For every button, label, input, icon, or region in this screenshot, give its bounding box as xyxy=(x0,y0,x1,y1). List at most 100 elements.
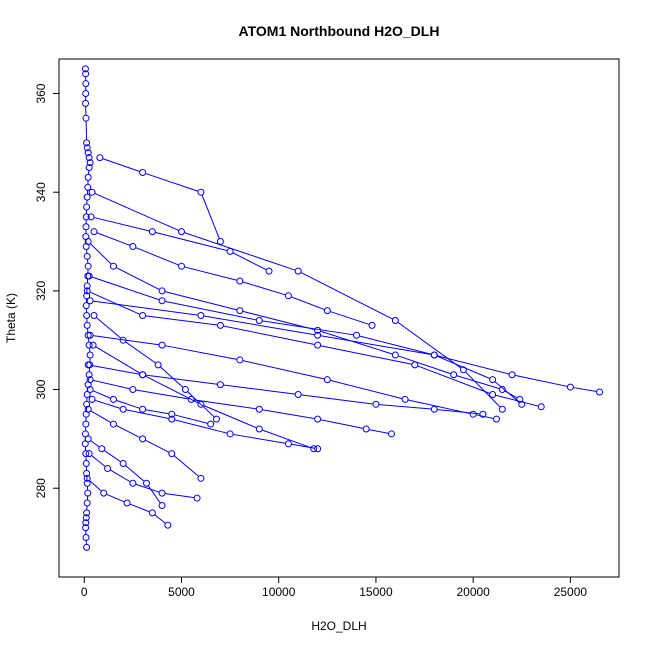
data-point xyxy=(158,501,166,509)
data-point xyxy=(82,223,90,231)
series-segment xyxy=(369,429,389,434)
series-segment xyxy=(125,465,145,482)
data-point xyxy=(83,543,91,551)
data-point xyxy=(372,400,380,408)
data-point xyxy=(83,287,91,295)
data-point xyxy=(139,168,147,176)
data-point xyxy=(82,460,90,468)
data-point xyxy=(401,395,409,403)
data-point xyxy=(489,376,497,384)
data-point xyxy=(139,405,147,413)
data-point xyxy=(430,351,438,359)
data-point xyxy=(216,321,224,329)
data-point xyxy=(88,395,96,403)
series-segment xyxy=(465,371,501,408)
data-point xyxy=(86,159,94,167)
series-segment xyxy=(92,379,131,390)
series-18 xyxy=(87,213,273,275)
data-point xyxy=(226,247,234,255)
series-segment xyxy=(102,158,140,172)
data-point xyxy=(168,450,176,458)
data-point xyxy=(284,292,292,300)
data-point xyxy=(86,351,94,359)
data-point xyxy=(84,173,92,181)
data-point xyxy=(596,388,604,396)
data-point xyxy=(411,361,419,369)
series-segment xyxy=(174,419,228,434)
series-segment xyxy=(147,485,161,504)
data-point xyxy=(85,272,93,280)
series-segment xyxy=(573,387,597,392)
series-segment xyxy=(187,391,215,418)
data-point xyxy=(83,474,91,482)
series-segment xyxy=(330,311,370,325)
data-point xyxy=(178,262,185,270)
y-tick-label: 300 xyxy=(34,379,48,399)
series-segment xyxy=(320,335,432,355)
data-point xyxy=(207,420,215,428)
series-segment xyxy=(135,389,189,400)
series-1 xyxy=(84,238,524,403)
series-segment xyxy=(89,243,112,265)
data-point xyxy=(129,242,137,250)
series-segment xyxy=(330,379,403,400)
series-segment xyxy=(437,355,510,375)
data-point xyxy=(388,430,395,438)
data-point xyxy=(100,489,108,497)
data-point xyxy=(85,341,93,349)
data-point xyxy=(489,390,497,398)
data-point xyxy=(98,445,106,453)
data-point xyxy=(226,430,234,438)
data-point xyxy=(323,307,331,315)
data-point xyxy=(181,386,189,394)
series-segment xyxy=(135,247,179,266)
series-segment xyxy=(417,365,490,394)
data-point xyxy=(158,287,166,295)
data-point xyxy=(83,139,91,147)
y-tick-label: 360 xyxy=(34,83,48,103)
x-axis-label: H2O_DLH xyxy=(311,619,366,633)
data-point xyxy=(479,410,487,418)
series-segment xyxy=(109,469,131,483)
series-segment xyxy=(155,231,228,252)
series-segment xyxy=(164,345,237,360)
data-point xyxy=(83,193,91,201)
series-segment xyxy=(232,252,267,271)
data-point xyxy=(537,403,545,411)
series-segment xyxy=(174,414,208,424)
series-segment xyxy=(145,439,170,453)
series-segment xyxy=(135,483,160,493)
series-segment xyxy=(91,364,140,375)
series-segment xyxy=(514,374,568,387)
data-point xyxy=(236,307,244,315)
series-segment xyxy=(164,493,195,499)
series-4 xyxy=(86,297,604,396)
series-segment xyxy=(89,291,141,315)
series-segment xyxy=(456,375,500,390)
series-segment xyxy=(301,394,374,405)
data-point xyxy=(84,183,92,191)
data-point xyxy=(87,213,95,221)
data-point xyxy=(236,356,244,364)
data-point xyxy=(83,203,91,211)
series-segment xyxy=(201,194,220,239)
data-point xyxy=(450,371,458,379)
series-segment xyxy=(300,272,393,320)
data-point xyxy=(129,386,137,394)
series-segment xyxy=(320,419,364,429)
data-point xyxy=(139,312,147,320)
data-point xyxy=(284,440,292,448)
data-point xyxy=(368,321,376,329)
data-point xyxy=(88,188,96,196)
data-point xyxy=(518,400,526,408)
series-segment xyxy=(173,455,199,477)
data-point xyxy=(83,400,91,408)
data-point xyxy=(493,415,500,423)
data-point xyxy=(168,410,176,418)
x-tick-label: 5000 xyxy=(168,585,195,599)
data-point xyxy=(314,415,322,423)
series-19 xyxy=(89,341,318,453)
series-segment xyxy=(397,321,462,369)
data-point xyxy=(498,405,506,413)
series-segment xyxy=(378,404,432,410)
